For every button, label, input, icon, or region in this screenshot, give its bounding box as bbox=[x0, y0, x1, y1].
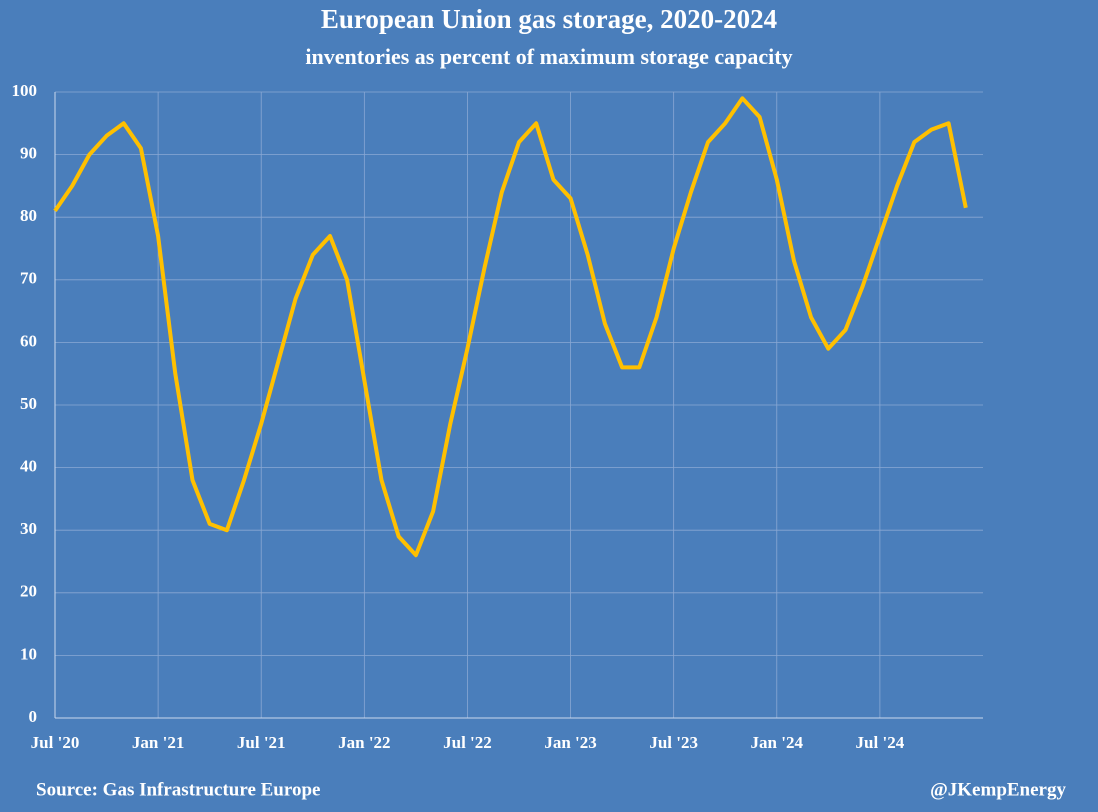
y-tick-label: 10 bbox=[20, 644, 37, 663]
y-tick-label: 40 bbox=[20, 457, 37, 476]
y-tick-label: 30 bbox=[20, 519, 37, 538]
x-tick-label: Jul '24 bbox=[856, 733, 905, 752]
y-tick-label: 20 bbox=[20, 582, 37, 601]
x-tick-label: Jan '23 bbox=[544, 733, 596, 752]
y-tick-label: 50 bbox=[20, 394, 37, 413]
x-tick-label: Jul '20 bbox=[31, 733, 80, 752]
series-line bbox=[53, 96, 968, 558]
y-tick-label: 0 bbox=[29, 707, 38, 726]
x-tick-label: Jan '24 bbox=[751, 733, 804, 752]
y-tick-label: 100 bbox=[12, 81, 38, 100]
x-tick-label: Jan '22 bbox=[338, 733, 390, 752]
source-note: Source: Gas Infrastructure Europe bbox=[36, 779, 320, 800]
x-tick-label: Jul '21 bbox=[237, 733, 286, 752]
y-tick-label: 90 bbox=[20, 144, 37, 163]
y-tick-label: 70 bbox=[20, 269, 37, 288]
y-tick-label: 60 bbox=[20, 331, 37, 350]
x-tick-label: Jul '23 bbox=[649, 733, 698, 752]
x-tick-label: Jul '22 bbox=[443, 733, 492, 752]
chart-subtitle: inventories as percent of maximum storag… bbox=[305, 44, 792, 69]
chart-title: European Union gas storage, 2020-2024 bbox=[321, 4, 777, 34]
x-tick-label: Jan '21 bbox=[132, 733, 184, 752]
y-tick-label: 80 bbox=[20, 206, 37, 225]
credit: @JKempEnergy bbox=[930, 779, 1066, 800]
